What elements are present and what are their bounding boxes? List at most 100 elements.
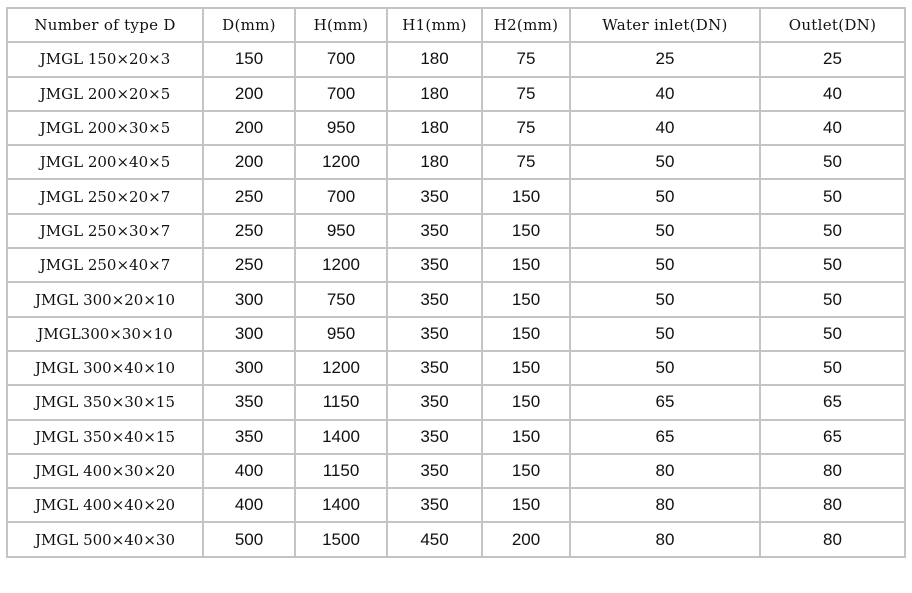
table-row: JMGL 250×20×7 250 700 350 150 50 50 [6, 178, 906, 215]
cell-water-inlet: 40 [569, 75, 761, 112]
cell-model: JMGL 200×30×5 [6, 109, 204, 147]
cell-d: 350 [202, 418, 296, 455]
table-row: JMGL 250×30×7 250 950 350 150 50 50 [6, 212, 906, 250]
cell-model: JMGL 400×30×20 [6, 452, 204, 490]
cell-d: 150 [202, 41, 296, 78]
header-h2: H2(mm) [481, 6, 571, 44]
cell-model: JMGL 200×40×5 [6, 144, 204, 181]
cell-h2: 75 [481, 75, 571, 112]
cell-outlet: 25 [759, 41, 906, 78]
cell-d: 300 [202, 349, 296, 387]
cell-d: 350 [202, 384, 296, 421]
cell-h2: 75 [481, 144, 571, 181]
cell-d: 300 [202, 281, 296, 318]
cell-water-inlet: 50 [569, 144, 761, 181]
header-d: D(mm) [202, 6, 296, 44]
cell-water-inlet: 65 [569, 418, 761, 455]
cell-d: 500 [202, 521, 296, 558]
cell-water-inlet: 80 [569, 487, 761, 524]
spec-table: Number of type D D(mm) H(mm) H1(mm) H2(mm) Wa… [6, 6, 906, 558]
cell-model: JMGL 350×40×15 [6, 418, 204, 455]
cell-h2: 150 [481, 281, 571, 318]
cell-model: JMGL 200×20×5 [6, 75, 204, 112]
cell-water-inlet: 50 [569, 247, 761, 284]
cell-h: 950 [294, 212, 388, 250]
cell-model: JMGL300×30×10 [6, 315, 204, 352]
cell-outlet: 50 [759, 212, 906, 250]
header-model: Number of type D [6, 6, 204, 44]
cell-d: 400 [202, 487, 296, 524]
cell-water-inlet: 50 [569, 178, 761, 215]
cell-h2: 75 [481, 109, 571, 147]
cell-outlet: 80 [759, 452, 906, 490]
table-row: JMGL300×30×10 300 950 350 150 50 50 [6, 315, 906, 352]
cell-model: JMGL 250×40×7 [6, 247, 204, 284]
table-row: JMGL 300×40×10 300 1200 350 150 50 50 [6, 349, 906, 387]
cell-h: 700 [294, 178, 388, 215]
cell-d: 250 [202, 178, 296, 215]
table-row: JMGL 300×20×10 300 750 350 150 50 50 [6, 281, 906, 318]
table-row: JMGL 250×40×7 250 1200 350 150 50 50 [6, 247, 906, 284]
cell-model: JMGL 250×30×7 [6, 212, 204, 250]
cell-h1: 350 [386, 247, 483, 284]
cell-h2: 150 [481, 247, 571, 284]
cell-h1: 180 [386, 75, 483, 112]
cell-outlet: 40 [759, 109, 906, 147]
cell-h1: 350 [386, 178, 483, 215]
cell-outlet: 65 [759, 384, 906, 421]
cell-h: 950 [294, 315, 388, 352]
table-row: JMGL 350×30×15 350 1150 350 150 65 65 [6, 384, 906, 421]
cell-h: 750 [294, 281, 388, 318]
cell-outlet: 50 [759, 281, 906, 318]
cell-water-inlet: 50 [569, 281, 761, 318]
table-row: JMGL 150×20×3 150 700 180 75 25 25 [6, 41, 906, 78]
header-water-inlet: Water inlet(DN) [569, 6, 761, 44]
cell-d: 200 [202, 75, 296, 112]
cell-outlet: 50 [759, 315, 906, 352]
cell-h: 1200 [294, 349, 388, 387]
cell-h2: 150 [481, 452, 571, 490]
cell-model: JMGL 300×20×10 [6, 281, 204, 318]
cell-h: 700 [294, 75, 388, 112]
cell-h2: 150 [481, 384, 571, 421]
cell-outlet: 50 [759, 349, 906, 387]
cell-h1: 350 [386, 349, 483, 387]
cell-h1: 350 [386, 487, 483, 524]
table-row: JMGL 350×40×15 350 1400 350 150 65 65 [6, 418, 906, 455]
cell-h: 950 [294, 109, 388, 147]
cell-h1: 350 [386, 315, 483, 352]
cell-h1: 180 [386, 109, 483, 147]
cell-h: 1150 [294, 384, 388, 421]
cell-h1: 180 [386, 144, 483, 181]
table-row: JMGL 500×40×30 500 1500 450 200 80 80 [6, 521, 906, 558]
cell-h1: 350 [386, 418, 483, 455]
cell-h: 1200 [294, 247, 388, 284]
cell-outlet: 50 [759, 247, 906, 284]
header-row: Number of type D D(mm) H(mm) H1(mm) H2(mm) Wa… [6, 6, 906, 44]
cell-h2: 150 [481, 418, 571, 455]
cell-model: JMGL 500×40×30 [6, 521, 204, 558]
cell-h2: 150 [481, 349, 571, 387]
cell-h1: 180 [386, 41, 483, 78]
cell-h2: 150 [481, 178, 571, 215]
table-row: JMGL 400×30×20 400 1150 350 150 80 80 [6, 452, 906, 490]
cell-d: 200 [202, 109, 296, 147]
table-row: JMGL 200×40×5 200 1200 180 75 50 50 [6, 144, 906, 181]
table-row: JMGL 200×20×5 200 700 180 75 40 40 [6, 75, 906, 112]
cell-water-inlet: 50 [569, 349, 761, 387]
cell-h1: 350 [386, 452, 483, 490]
cell-h: 1400 [294, 487, 388, 524]
cell-h1: 350 [386, 384, 483, 421]
cell-water-inlet: 25 [569, 41, 761, 78]
header-h1: H1(mm) [386, 6, 483, 44]
header-h: H(mm) [294, 6, 388, 44]
cell-water-inlet: 65 [569, 384, 761, 421]
cell-h2: 150 [481, 212, 571, 250]
cell-h: 1200 [294, 144, 388, 181]
cell-d: 200 [202, 144, 296, 181]
cell-h: 700 [294, 41, 388, 78]
cell-water-inlet: 80 [569, 521, 761, 558]
cell-water-inlet: 40 [569, 109, 761, 147]
cell-h1: 350 [386, 212, 483, 250]
cell-h2: 75 [481, 41, 571, 78]
